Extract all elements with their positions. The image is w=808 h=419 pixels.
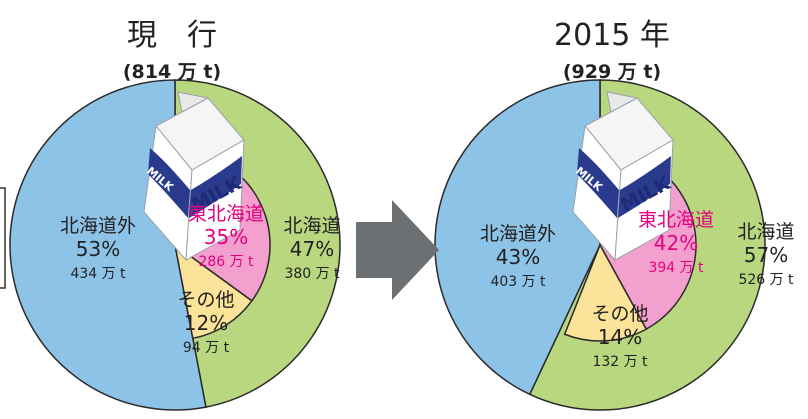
cropped-frame [0, 187, 6, 289]
chart-total-1: (929 万 t) [563, 61, 661, 83]
label-percent: 14% [598, 325, 642, 349]
slice-other-0 [173, 243, 253, 340]
label-percent: 42% [654, 231, 698, 255]
label-name: その他 [177, 289, 234, 311]
label-percent: 53% [76, 237, 120, 261]
label-name: 北海道 [737, 221, 794, 243]
label-percent: 43% [496, 245, 540, 269]
label-name: 北海道外 [60, 215, 136, 237]
label-amount: 132 万 t [592, 354, 648, 370]
label-name: その他 [591, 303, 648, 325]
label-percent: 35% [204, 225, 248, 249]
slice-outside-hokkaido-1 [434, 79, 601, 396]
label-name: 東北海道 [188, 203, 264, 225]
label-amount: 403 万 t [490, 274, 546, 290]
label-amount: 286 万 t [198, 254, 254, 270]
label-amount: 94 万 t [183, 340, 230, 356]
label-name: 北海道外 [480, 223, 556, 245]
label-amount: 394 万 t [648, 260, 704, 276]
label-amount: 434 万 t [70, 266, 126, 282]
label-percent: 47% [290, 237, 334, 261]
label-amount: 380 万 t [284, 266, 340, 282]
label-percent: 12% [184, 311, 228, 335]
chart-title-1: 2015 年 [554, 18, 670, 53]
label-percent: 57% [744, 243, 788, 267]
label-amount: 526 万 t [738, 272, 794, 288]
chart-title-0: 現 行 [127, 18, 217, 53]
chart-total-0: (814 万 t) [123, 61, 221, 83]
slice-other-1 [563, 243, 648, 342]
right-arrow-icon [356, 200, 439, 300]
label-name: 東北海道 [638, 209, 714, 231]
label-name: 北海道 [283, 215, 340, 237]
